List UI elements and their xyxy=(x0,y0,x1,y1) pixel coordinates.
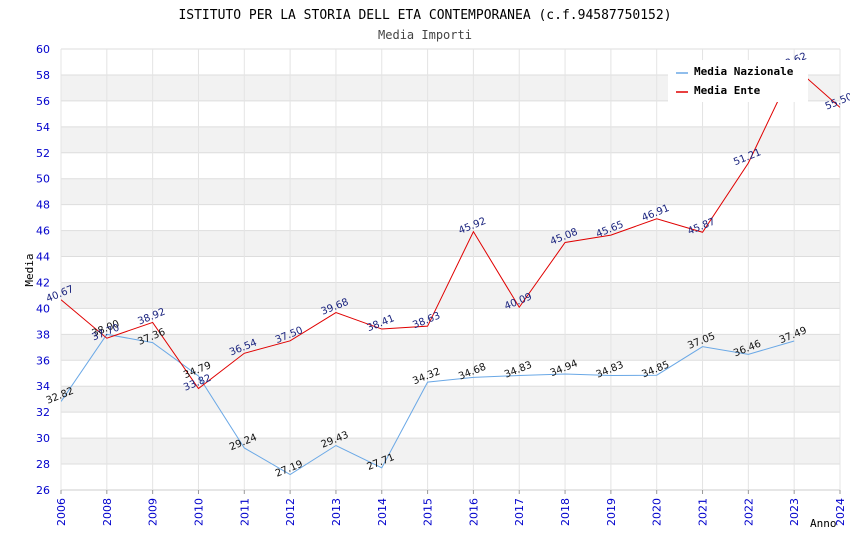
y-tick-label: 42 xyxy=(36,276,50,289)
y-axis-ticks: 26 28 30 32 34 36 38 40 42 44 46 48 50 52 54 56 58 60 xyxy=(36,43,50,497)
x-tick-label: 2015 xyxy=(422,498,435,526)
x-tick-label: 2017 xyxy=(513,498,526,526)
chart-title: ISTITUTO PER LA STORIA DELL ETA CONTEMPO… xyxy=(178,8,671,23)
x-tick-label: 2014 xyxy=(376,498,389,526)
legend-label-media-ente: Media Ente xyxy=(694,84,761,97)
legend-box xyxy=(668,60,808,102)
x-tick-label: 2021 xyxy=(697,498,710,526)
x-tick-label: 2023 xyxy=(788,498,801,526)
y-tick-label: 58 xyxy=(36,69,50,82)
y-tick-label: 44 xyxy=(36,251,50,264)
x-tick-label: 2011 xyxy=(238,498,251,526)
x-tick-label: 2016 xyxy=(467,498,480,526)
y-tick-label: 34 xyxy=(36,380,50,393)
y-tick-label: 52 xyxy=(36,147,50,160)
x-tick-label: 2012 xyxy=(284,498,297,526)
chart-subtitle: Media Importi xyxy=(378,28,472,42)
series-group xyxy=(61,66,840,476)
grid-bands xyxy=(61,49,840,490)
y-tick-label: 28 xyxy=(36,458,50,471)
grid-band xyxy=(61,178,840,205)
grid-band xyxy=(61,126,840,153)
y-tick-label: 46 xyxy=(36,225,50,238)
y-tick-label: 60 xyxy=(36,43,50,56)
x-tick-label: 2008 xyxy=(101,498,114,526)
x-axis-label: Anno xyxy=(810,517,837,530)
x-tick-label: 2006 xyxy=(55,498,68,526)
y-axis-label: Media xyxy=(23,253,36,286)
grid-band xyxy=(61,152,840,179)
grid-band xyxy=(61,230,840,257)
x-tick-label: 2024 xyxy=(834,498,847,526)
series-line-media-ente xyxy=(61,66,840,390)
x-tick-label: 2010 xyxy=(192,498,205,526)
y-tick-label: 30 xyxy=(36,432,50,445)
grid-band xyxy=(61,360,840,387)
y-tick-label: 32 xyxy=(36,406,50,419)
y-tick-label: 40 xyxy=(36,302,50,315)
grid-band xyxy=(61,386,840,413)
grid-band xyxy=(61,412,840,439)
grid-band xyxy=(61,308,840,335)
legend-label-media-nazionale: Media Nazionale xyxy=(694,65,794,78)
y-tick-label: 50 xyxy=(36,173,50,186)
y-tick-label: 48 xyxy=(36,199,50,212)
grid-band xyxy=(61,204,840,231)
y-tick-label: 54 xyxy=(36,121,50,134)
grid-band xyxy=(61,464,840,490)
x-tick-label: 2013 xyxy=(330,498,343,526)
x-tick-label: 2020 xyxy=(651,498,664,526)
x-tick-label: 2019 xyxy=(605,498,618,526)
x-tick-label: 2009 xyxy=(147,498,160,526)
x-tick-label: 2022 xyxy=(742,498,755,526)
legend: Media Nazionale Media Ente xyxy=(668,60,808,102)
grid-band xyxy=(61,438,840,465)
y-tick-label: 36 xyxy=(36,354,50,367)
grid-band xyxy=(61,100,840,127)
y-tick-label: 26 xyxy=(36,484,50,497)
x-axis-ticks: 2006 2008 2009 2010 2011 2012 2013 2014 2015 2016… xyxy=(55,490,847,526)
grid-band xyxy=(61,282,840,309)
y-tick-label: 38 xyxy=(36,328,50,341)
y-tick-label: 56 xyxy=(36,95,50,108)
grid-band xyxy=(61,334,840,361)
x-tick-label: 2018 xyxy=(559,498,572,526)
series-line-media-nazionale xyxy=(61,333,795,476)
